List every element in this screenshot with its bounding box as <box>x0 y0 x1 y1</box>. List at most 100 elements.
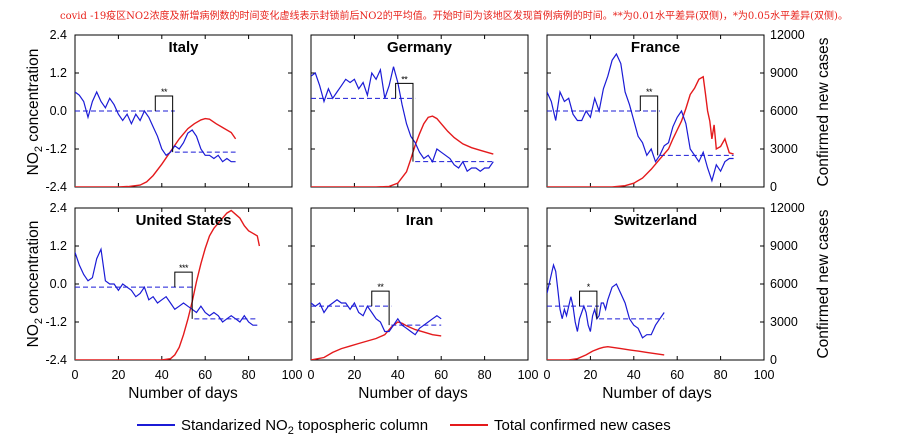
x-axis-title-right: Number of days <box>602 385 712 402</box>
x-tick-label: 80 <box>714 368 728 382</box>
left-axis-title-bottom: NO2 concentration <box>25 221 45 348</box>
x-tick-label: 40 <box>391 368 405 382</box>
significance-marker: * <box>587 282 591 292</box>
significance-bracket <box>371 290 390 326</box>
panel-series <box>547 52 734 187</box>
panel-france: 0 3000 6000 9000 12000 ** France <box>546 28 805 194</box>
no2-line <box>311 66 494 173</box>
x-tick-label: 0 <box>72 368 79 382</box>
significance-marker: ** <box>401 74 408 84</box>
x-tick-label: 80 <box>242 368 256 382</box>
y-right-tick-label: 6000 <box>770 277 798 291</box>
significance-bracket <box>579 290 598 319</box>
cases-line <box>75 209 261 360</box>
no2-line <box>75 90 236 163</box>
cases-line <box>75 117 237 187</box>
panel-frame <box>74 207 293 361</box>
left-axis-title-top: NO2 concentration <box>25 49 45 176</box>
x-tick-label: 20 <box>347 368 361 382</box>
y-left-tick-label: 0.0 <box>50 104 67 118</box>
no2-label-rest: concentration <box>25 221 42 318</box>
significance-bracket <box>154 95 174 153</box>
y-right-tick-label: 9000 <box>770 239 798 253</box>
right-axis-title-top: Confirmed new cases <box>815 37 832 186</box>
right-axis-title-bottom: Confirmed new cases <box>815 209 832 358</box>
panel-title: Switzerland <box>614 212 697 229</box>
significance-marker: *** <box>179 263 189 273</box>
x-tick-label: 40 <box>627 368 641 382</box>
y-right-tick-label: 0 <box>770 180 777 194</box>
chart-panels: -2.4 -1.2 0.0 1.2 2.4 ** Italy ** Germany 0 3000 60… <box>45 28 804 382</box>
legend-no2-rest: topospheric column <box>294 417 428 434</box>
legend-no2-base: Standarized NO <box>181 417 288 434</box>
significance-marker: ** <box>646 87 653 97</box>
y-right-tick-label: 9000 <box>770 66 798 80</box>
significance-bracket <box>639 95 659 156</box>
x-axis-title-middle: Number of days <box>358 385 468 402</box>
x-tick-label: 20 <box>583 368 597 382</box>
no2-label-base: NO <box>25 152 42 175</box>
y-left-tick-label: -2.4 <box>45 180 67 194</box>
chart-legend: Standarized NO2 topospheric column Total… <box>137 417 671 437</box>
x-tick-label: 80 <box>478 368 492 382</box>
no2-line <box>547 262 665 339</box>
panel-title: Italy <box>168 39 199 56</box>
no2-line <box>547 52 734 183</box>
panel-title: United States <box>136 212 232 229</box>
cases-line <box>547 75 734 187</box>
x-tick-label: 20 <box>111 368 125 382</box>
y-left-tick-label: -1.2 <box>45 142 67 156</box>
panel-series <box>75 209 261 360</box>
x-tick-label: 60 <box>198 368 212 382</box>
x-tick-label: 0 <box>308 368 315 382</box>
legend-cases-label: Total confirmed new cases <box>494 417 671 434</box>
panel-frame <box>310 34 529 188</box>
figure-caption: covid -19疫区NO2浓度及新增病例数的时间变化虚线表示封锁前后NO2的平… <box>60 11 848 22</box>
no2-label-sub: 2 <box>33 318 45 324</box>
panel-united-states: 0 20 40 60 80 100 -2.4 -1.2 0.0 1.2 2.4 *** United S… <box>45 201 302 382</box>
y-right-tick-label: 3000 <box>770 315 798 329</box>
panel-switzerland: 0 20 40 60 80 100030006000900012000*Switzerla… <box>544 201 805 382</box>
significance-marker: ** <box>377 282 384 292</box>
y-left-tick-label: 2.4 <box>50 28 67 42</box>
y-left-tick-label: 1.2 <box>50 66 67 80</box>
y-left-tick-label: 1.2 <box>50 239 67 253</box>
panel-frame <box>546 207 765 361</box>
no2-label-base: NO <box>25 324 42 347</box>
y-left-tick-label: 0.0 <box>50 277 67 291</box>
y-right-tick-label: 12000 <box>770 28 805 42</box>
significance-bracket <box>174 271 193 319</box>
axis-titles: NO2 concentration NO2 concentration Conf… <box>25 37 832 402</box>
panel-title: Iran <box>406 212 434 229</box>
y-right-tick-label: 6000 <box>770 104 798 118</box>
x-tick-label: 60 <box>670 368 684 382</box>
no2-label-sub: 2 <box>33 146 45 152</box>
panel-title: France <box>631 39 680 56</box>
panel-series <box>311 299 442 360</box>
no2-label-rest: concentration <box>25 49 42 146</box>
y-right-tick-label: 12000 <box>770 201 805 215</box>
legend-no2-sub: 2 <box>288 425 294 437</box>
legend-no2-label: Standarized NO2 topospheric column <box>181 417 428 437</box>
cases-line <box>547 345 665 360</box>
significance-bracket <box>395 82 414 162</box>
panel-germany: ** Germany <box>310 34 529 188</box>
x-tick-label: 40 <box>155 368 169 382</box>
cases-line <box>311 321 442 360</box>
y-left-tick-label: 2.4 <box>50 201 67 215</box>
significance-marker: ** <box>161 87 168 97</box>
panel-frame <box>310 207 529 361</box>
x-tick-label: 100 <box>282 368 303 382</box>
panel-series <box>75 90 237 187</box>
x-tick-label: 60 <box>434 368 448 382</box>
no2-line <box>311 299 442 336</box>
y-left-tick-label: -1.2 <box>45 315 67 329</box>
x-tick-label: 100 <box>518 368 539 382</box>
panel-series <box>547 262 665 360</box>
y-right-tick-label: 3000 <box>770 142 798 156</box>
cases-line <box>311 115 494 187</box>
panel-series <box>311 66 494 187</box>
y-right-tick-label: 0 <box>770 353 777 367</box>
y-left-tick-label: -2.4 <box>45 353 67 367</box>
